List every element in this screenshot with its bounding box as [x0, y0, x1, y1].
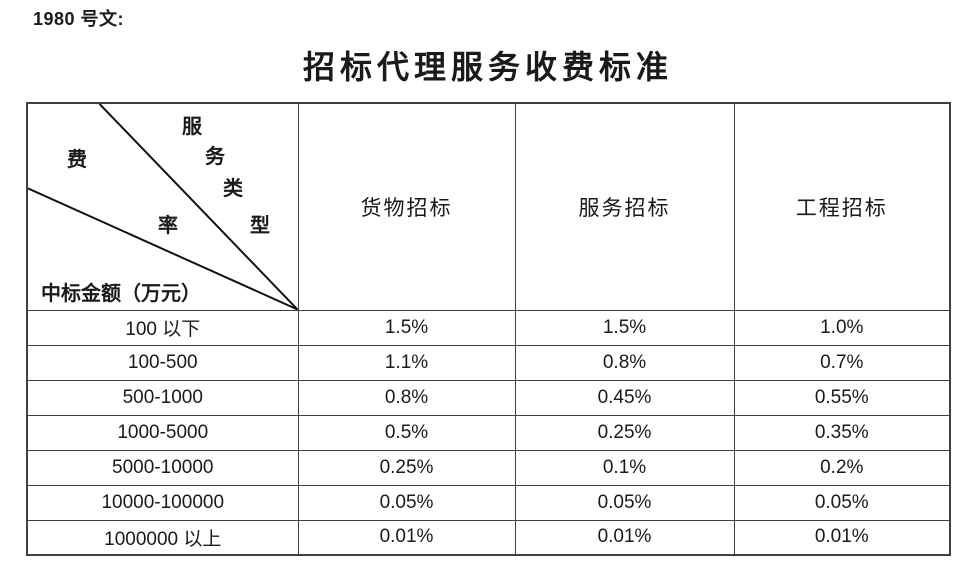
- column-header-goods: 货物招标: [297, 102, 516, 311]
- engineering-rate: 0.01%: [733, 519, 951, 556]
- engineering-rate: 0.2%: [733, 449, 951, 486]
- service-rate: 0.45%: [514, 379, 735, 416]
- table-row: 5000-10000 0.25% 0.1% 0.2%: [26, 449, 951, 486]
- service-type-char-4: 型: [250, 213, 270, 237]
- engineering-rate: 0.35%: [733, 414, 951, 451]
- fee-rate-char-1: 费: [67, 147, 87, 171]
- row-label: 1000-5000: [26, 414, 299, 451]
- amount-label: 中标金额（万元）: [41, 280, 201, 305]
- service-rate: 0.01%: [514, 519, 735, 556]
- service-type-char-2: 务: [205, 144, 225, 168]
- table-header-row: 服 务 类 型 费 率 中标金额（万元） 货物招标 服务招标 工程招标: [26, 102, 951, 311]
- fee-rate-char-2: 率: [158, 213, 178, 237]
- goods-rate: 0.01%: [297, 519, 516, 556]
- table-row: 100-500 1.1% 0.8% 0.7%: [26, 344, 951, 381]
- goods-rate: 0.25%: [297, 449, 516, 486]
- engineering-rate: 0.7%: [733, 344, 951, 381]
- table-row: 1000-5000 0.5% 0.25% 0.35%: [26, 414, 951, 451]
- goods-rate: 1.1%: [297, 344, 516, 381]
- engineering-rate: 1.0%: [733, 309, 951, 346]
- row-label: 500-1000: [26, 379, 299, 416]
- service-type-char-1: 服: [182, 114, 202, 138]
- row-label: 5000-10000: [26, 449, 299, 486]
- diagonal-line-upper: [98, 104, 298, 310]
- table-row: 10000-100000 0.05% 0.05% 0.05%: [26, 484, 951, 521]
- doc-ref: 1980 号文:: [33, 9, 125, 29]
- goods-rate: 0.8%: [297, 379, 516, 416]
- row-label: 1000000 以上: [26, 519, 299, 556]
- engineering-rate: 0.05%: [733, 484, 951, 521]
- table-row: 500-1000 0.8% 0.45% 0.55%: [26, 379, 951, 416]
- goods-rate: 1.5%: [297, 309, 516, 346]
- goods-rate: 0.5%: [297, 414, 516, 451]
- table-row: 100 以下 1.5% 1.5% 1.0%: [26, 309, 951, 346]
- row-label: 100 以下: [26, 309, 299, 346]
- fee-table: 服 务 类 型 费 率 中标金额（万元） 货物招标 服务招标 工程招标 100 …: [26, 102, 951, 556]
- service-rate: 0.05%: [514, 484, 735, 521]
- table-row: 1000000 以上 0.01% 0.01% 0.01%: [26, 519, 951, 556]
- diagonal-lines: [28, 104, 298, 310]
- column-header-service: 服务招标: [514, 102, 735, 311]
- service-rate: 0.1%: [514, 449, 735, 486]
- row-label: 100-500: [26, 344, 299, 381]
- service-type-char-3: 类: [223, 176, 243, 200]
- diagonal-line-lower: [28, 187, 298, 310]
- row-label: 10000-100000: [26, 484, 299, 521]
- goods-rate: 0.05%: [297, 484, 516, 521]
- page-title: 招标代理服务收费标准: [302, 48, 673, 86]
- engineering-rate: 0.55%: [733, 379, 951, 416]
- service-rate: 1.5%: [514, 309, 735, 346]
- service-rate: 0.8%: [514, 344, 735, 381]
- column-header-engineering: 工程招标: [733, 102, 951, 311]
- service-rate: 0.25%: [514, 414, 735, 451]
- corner-cell: 服 务 类 型 费 率 中标金额（万元）: [26, 102, 299, 311]
